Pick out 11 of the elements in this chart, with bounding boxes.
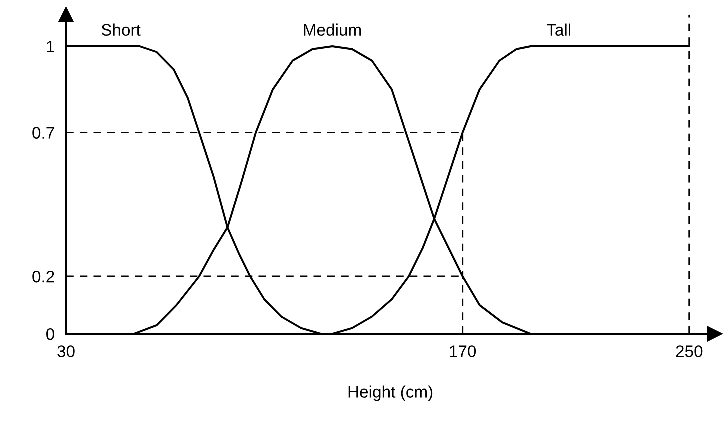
series-label: Short [102, 24, 141, 36]
x-tick-label: 250 [676, 346, 703, 358]
series-label: Medium [304, 24, 362, 36]
y-tick-label: 0.2 [32, 270, 54, 283]
series-label: Tall [546, 24, 570, 36]
x-tick-label: 170 [450, 346, 476, 358]
y-tick-label: 0 [46, 328, 54, 340]
x-axis-title: Height (cm) [348, 386, 433, 402]
y-tick-label: 0.7 [32, 127, 54, 139]
x-tick-label: 30 [58, 346, 75, 358]
y-tick-label: 1 [47, 41, 54, 53]
